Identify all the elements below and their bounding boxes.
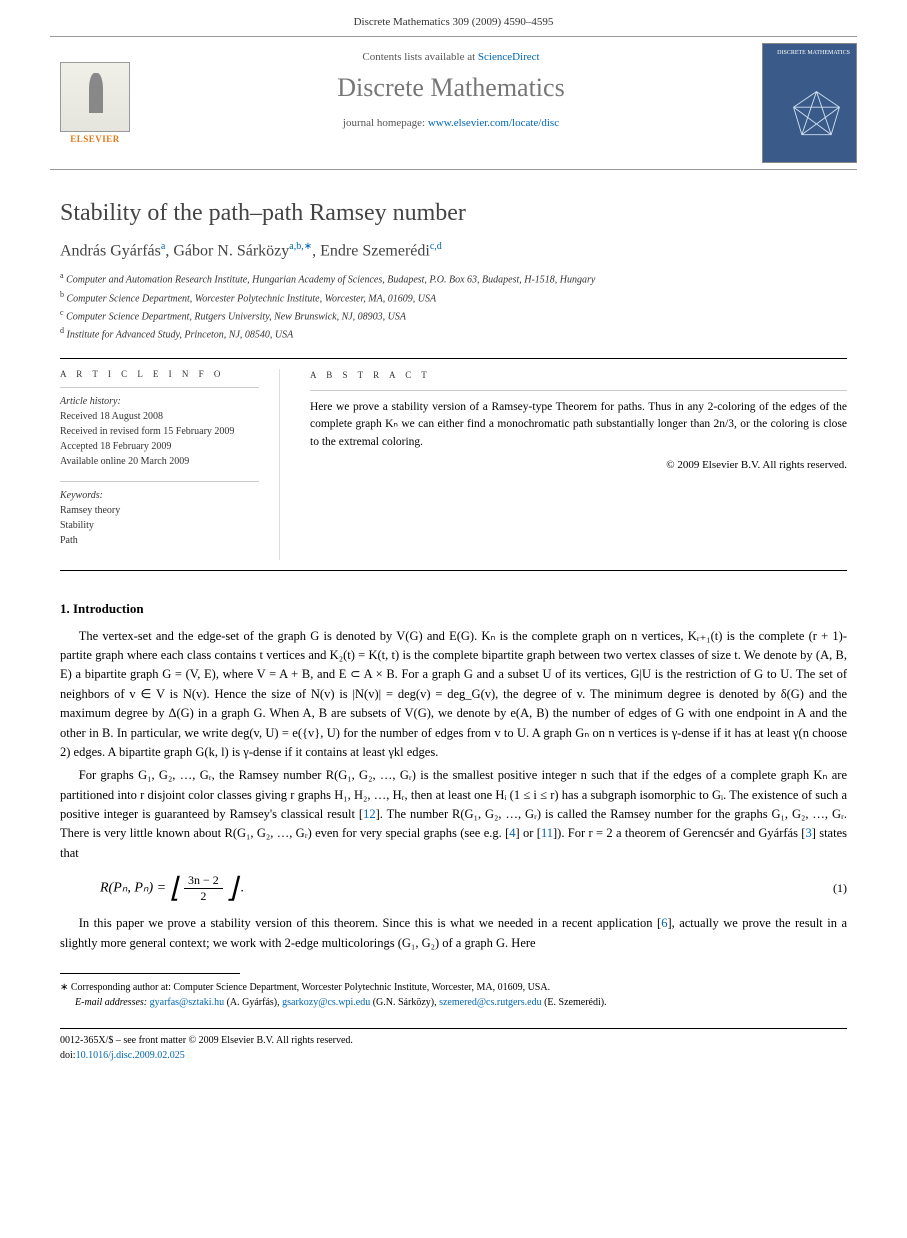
floor-left-icon: ⌊ — [170, 875, 181, 903]
masthead: ELSEVIER Contents lists available at Sci… — [50, 36, 857, 170]
email-who: (A. Gyárfás) — [227, 997, 278, 1008]
divider — [60, 481, 259, 482]
numerator: 3n − 2 — [184, 873, 223, 889]
text-run: ]). For r = 2 a theorem of Gerencsér and… — [553, 826, 805, 840]
article-info-column: A R T I C L E I N F O Article history: R… — [60, 369, 280, 560]
author-name: Gábor N. Sárközy — [173, 242, 289, 259]
history-line: Received 18 August 2008 — [60, 409, 259, 424]
masthead-center: Contents lists available at ScienceDirec… — [140, 43, 762, 163]
doi-label: doi: — [60, 1050, 76, 1061]
corr-marker: ∗ — [60, 982, 68, 993]
article: Stability of the path–path Ramsey number… — [0, 200, 907, 953]
copyright-block: 0012-365X/$ – see front matter © 2009 El… — [0, 1033, 907, 1083]
equation-row: R(Pₙ, Pₙ) = ⌊ 3n − 2 2 ⌋ . (1) — [100, 873, 847, 904]
citation-link[interactable]: 12 — [363, 807, 376, 821]
author-affil-sup: a,b,∗ — [289, 241, 312, 252]
affiliation: c Computer Science Department, Rutgers U… — [60, 307, 847, 325]
footnotes: ∗ Corresponding author at: Computer Scie… — [0, 980, 907, 1020]
paragraph: In this paper we prove a stability versi… — [60, 914, 847, 953]
email-link[interactable]: gsarkozy@cs.wpi.edu — [282, 997, 370, 1008]
abstract-text: Here we prove a stability version of a R… — [310, 399, 847, 451]
section-heading: 1. Introduction — [60, 601, 847, 617]
affil-sup: b — [60, 290, 64, 299]
elsevier-tree-icon — [60, 62, 130, 132]
email-who: (E. Szemerédi) — [544, 997, 604, 1008]
abstract-copyright: © 2009 Elsevier B.V. All rights reserved… — [310, 457, 847, 474]
affil-text: Computer and Automation Research Institu… — [66, 275, 595, 286]
footnote-rule — [60, 973, 240, 974]
keywords-label: Keywords: — [60, 488, 259, 503]
text-run: In this paper we prove a stability versi… — [79, 916, 661, 930]
affil-sup: c — [60, 308, 64, 317]
history-label: Article history: — [60, 394, 259, 409]
equation: R(Pₙ, Pₙ) = ⌊ 3n − 2 2 ⌋ . — [100, 873, 833, 904]
article-history: Article history: Received 18 August 2008… — [60, 394, 259, 469]
running-header: Discrete Mathematics 309 (2009) 4590–459… — [0, 0, 907, 36]
email-who: (G.N. Sárközy) — [373, 997, 434, 1008]
divider — [310, 390, 847, 391]
paragraph: For graphs G₁, G₂, …, Gᵣ, the Ramsey num… — [60, 766, 847, 863]
text-run: ] or [ — [516, 826, 541, 840]
body-section: 1. Introduction The vertex-set and the e… — [60, 601, 847, 953]
equation-number: (1) — [833, 881, 847, 896]
affiliations: a Computer and Automation Research Insti… — [60, 270, 847, 343]
contents-text: Contents lists available at — [362, 51, 477, 63]
publisher-name: ELSEVIER — [70, 134, 120, 144]
cover-label: DISCRETE MATHEMATICS — [777, 50, 850, 57]
author-name: Endre Szemerédi — [320, 242, 430, 259]
homepage-link[interactable]: www.elsevier.com/locate/disc — [428, 117, 559, 129]
homepage-line: journal homepage: www.elsevier.com/locat… — [140, 117, 762, 129]
floor-right-icon: ⌋ — [226, 875, 237, 903]
citation-link[interactable]: 11 — [541, 826, 553, 840]
keyword: Ramsey theory — [60, 503, 259, 518]
eq-lhs: R(Pₙ, Pₙ) = — [100, 881, 170, 896]
abstract-label: A B S T R A C T — [310, 369, 847, 383]
affil-text: Computer Science Department, Worcester P… — [67, 293, 437, 304]
cover-graph-icon — [789, 87, 844, 142]
doi-link[interactable]: 10.1016/j.disc.2009.02.025 — [76, 1050, 185, 1061]
abstract-column: A B S T R A C T Here we prove a stabilit… — [310, 369, 847, 560]
affiliation: d Institute for Advanced Study, Princeto… — [60, 325, 847, 343]
corr-text: Corresponding author at: Computer Scienc… — [71, 982, 550, 993]
fraction: 3n − 2 2 — [184, 873, 223, 904]
journal-name: Discrete Mathematics — [140, 73, 762, 103]
divider — [60, 387, 259, 388]
affiliation: b Computer Science Department, Worcester… — [60, 289, 847, 307]
bottom-rule — [60, 1028, 847, 1029]
history-line: Received in revised form 15 February 200… — [60, 424, 259, 439]
journal-cover-thumbnail: DISCRETE MATHEMATICS — [762, 43, 857, 163]
author-name: András Gyárfás — [60, 242, 161, 259]
sciencedirect-link[interactable]: ScienceDirect — [478, 51, 540, 63]
keywords-block: Keywords: Ramsey theory Stability Path — [60, 488, 259, 548]
authors-line: András Gyárfása, Gábor N. Sárközya,b,∗, … — [60, 241, 847, 260]
homepage-text: journal homepage: — [343, 117, 428, 129]
email-link[interactable]: gyarfas@sztaki.hu — [150, 997, 224, 1008]
eq-tail: . — [241, 881, 245, 896]
affil-text: Institute for Advanced Study, Princeton,… — [67, 330, 294, 341]
contents-available-line: Contents lists available at ScienceDirec… — [140, 51, 762, 63]
paragraph: The vertex-set and the edge-set of the g… — [60, 627, 847, 763]
info-abstract-block: A R T I C L E I N F O Article history: R… — [60, 358, 847, 571]
email-line: E-mail addresses: gyarfas@sztaki.hu (A. … — [60, 995, 847, 1010]
corresponding-author: ∗ Corresponding author at: Computer Scie… — [60, 980, 847, 995]
affil-text: Computer Science Department, Rutgers Uni… — [66, 311, 406, 322]
keyword: Path — [60, 533, 259, 548]
article-title: Stability of the path–path Ramsey number — [60, 200, 847, 227]
affiliation: a Computer and Automation Research Insti… — [60, 270, 847, 288]
email-label: E-mail addresses: — [75, 997, 147, 1008]
affil-sup: a — [60, 271, 64, 280]
history-line: Accepted 18 February 2009 — [60, 439, 259, 454]
author-affil-sup: a — [161, 241, 165, 252]
denominator: 2 — [184, 889, 223, 904]
affil-sup: d — [60, 326, 64, 335]
email-link[interactable]: szemered@cs.rutgers.edu — [439, 997, 542, 1008]
doi-line: doi:10.1016/j.disc.2009.02.025 — [60, 1048, 847, 1063]
issn-line: 0012-365X/$ – see front matter © 2009 El… — [60, 1033, 847, 1048]
history-line: Available online 20 March 2009 — [60, 454, 259, 469]
keyword: Stability — [60, 518, 259, 533]
article-info-label: A R T I C L E I N F O — [60, 369, 259, 379]
publisher-logo: ELSEVIER — [50, 43, 140, 163]
author-affil-sup: c,d — [430, 241, 442, 252]
